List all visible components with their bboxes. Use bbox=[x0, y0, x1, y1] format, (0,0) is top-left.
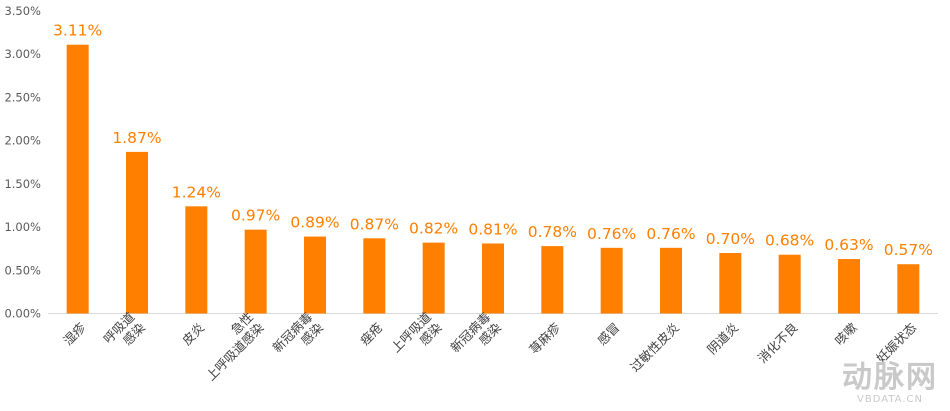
bar bbox=[660, 247, 682, 314]
x-category-label-line: 感冒 bbox=[594, 320, 622, 348]
y-tick-label: 2.50% bbox=[4, 90, 41, 104]
watermark: 动脉网 VBDATA.CN bbox=[842, 360, 938, 406]
x-category-label: 过敏性皮炎 bbox=[627, 320, 682, 375]
bar bbox=[719, 253, 742, 314]
data-label: 0.82% bbox=[409, 220, 458, 238]
x-category-label-line: 湿疹 bbox=[60, 320, 89, 349]
x-category-label: 咳嗽 bbox=[832, 320, 861, 349]
bar bbox=[244, 229, 267, 314]
data-label: 0.76% bbox=[646, 225, 695, 243]
bar bbox=[778, 254, 801, 314]
data-label: 0.68% bbox=[765, 232, 814, 250]
x-category-label-line: 过敏性皮炎 bbox=[627, 320, 682, 375]
data-label: 0.70% bbox=[706, 230, 755, 248]
x-category-label-line: 痤疮 bbox=[357, 320, 385, 348]
x-category-label-line: 皮炎 bbox=[179, 320, 207, 348]
data-label: 0.81% bbox=[468, 220, 517, 238]
x-category-label-line: 妊娠状态 bbox=[873, 320, 919, 366]
watermark-url: VBDATA.CN bbox=[857, 394, 923, 405]
bar bbox=[126, 151, 148, 314]
x-category-label: 阴道炎 bbox=[704, 320, 741, 357]
x-category-label-line: 荨麻疹 bbox=[526, 320, 563, 357]
data-label: 1.87% bbox=[112, 129, 161, 147]
data-label: 0.97% bbox=[231, 207, 280, 225]
x-category-label: 消化不良 bbox=[755, 320, 801, 366]
bar bbox=[541, 246, 564, 314]
data-label: 0.87% bbox=[350, 215, 399, 233]
data-label: 0.89% bbox=[290, 214, 339, 232]
x-category-label-line: 消化不良 bbox=[755, 320, 801, 366]
y-tick-label: 3.50% bbox=[4, 4, 41, 18]
x-category-label: 皮炎 bbox=[179, 320, 207, 348]
x-category-label: 上呼吸道感染 bbox=[388, 309, 445, 355]
y-tick-label: 1.00% bbox=[4, 220, 41, 234]
x-category-label: 痤疮 bbox=[357, 320, 385, 348]
bar bbox=[482, 243, 504, 314]
y-tick-label: 3.00% bbox=[4, 47, 41, 61]
bar bbox=[422, 242, 445, 314]
bar bbox=[304, 236, 326, 314]
watermark-logo: 动脉网 bbox=[842, 360, 938, 395]
x-category-label: 妊娠状态 bbox=[873, 320, 919, 366]
bar bbox=[600, 247, 623, 314]
y-tick-label: 0.50% bbox=[4, 263, 41, 277]
x-category-label: 荨麻疹 bbox=[526, 320, 563, 357]
bar bbox=[363, 238, 386, 314]
x-category-label: 呼吸道感染 bbox=[100, 309, 148, 348]
y-tick-label: 0.00% bbox=[4, 307, 41, 321]
data-label: 0.57% bbox=[884, 241, 933, 259]
x-category-label: 感冒 bbox=[594, 320, 622, 348]
data-label: 1.24% bbox=[172, 183, 221, 201]
x-category-label: 湿疹 bbox=[60, 320, 89, 349]
bar bbox=[185, 206, 208, 314]
y-tick-label: 2.00% bbox=[4, 134, 41, 148]
bar bbox=[66, 44, 89, 314]
data-label: 0.63% bbox=[824, 236, 873, 254]
bar bbox=[897, 264, 920, 314]
bar bbox=[838, 259, 860, 314]
y-tick-label: 1.50% bbox=[4, 177, 41, 191]
data-label: 3.11% bbox=[53, 22, 102, 40]
x-category-label-line: 咳嗽 bbox=[832, 320, 861, 349]
data-label: 0.76% bbox=[587, 225, 636, 243]
data-label: 0.78% bbox=[528, 223, 577, 241]
x-category-label-line: 阴道炎 bbox=[704, 320, 741, 357]
